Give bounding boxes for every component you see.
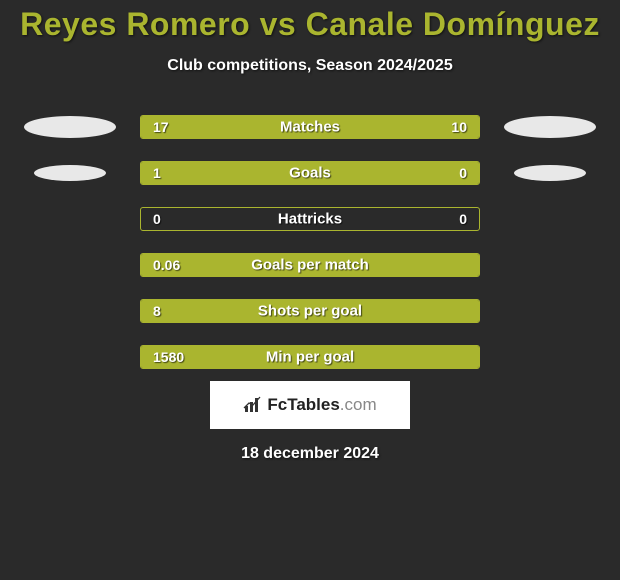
stat-row: 0 0 Hattricks <box>0 207 620 231</box>
stat-value-left: 0.06 <box>153 257 180 273</box>
stat-rows: 1710Matches10Goals00Hattricks0.06Goals p… <box>0 115 620 369</box>
player-avatar-right <box>480 161 620 185</box>
player-avatar-right <box>480 253 620 277</box>
subtitle: Club competitions, Season 2024/2025 <box>0 57 620 75</box>
stat-bar: 17 10 Matches <box>140 115 480 139</box>
comparison-card: Reyes Romero vs Canale Domínguez Club co… <box>0 0 620 580</box>
stat-value-left: 17 <box>153 119 169 135</box>
player-avatar-left <box>0 253 140 277</box>
page-title: Reyes Romero vs Canale Domínguez <box>0 0 620 43</box>
player-avatar-left <box>0 207 140 231</box>
player-avatar-left <box>0 299 140 323</box>
player-avatar-right <box>480 115 620 139</box>
badge-suffix: .com <box>340 395 377 414</box>
stat-bar: 8 Shots per goal <box>140 299 480 323</box>
stat-row: 0.06 Goals per match <box>0 253 620 277</box>
stat-bar: 1 0 Goals <box>140 161 480 185</box>
stat-value-left: 1 <box>153 165 161 181</box>
stat-value-left: 0 <box>153 211 161 227</box>
stat-value-right: 0 <box>459 211 467 227</box>
stat-label: Matches <box>280 119 340 136</box>
stat-value-right: 10 <box>451 119 467 135</box>
stat-label: Goals <box>289 165 331 182</box>
date-text: 18 december 2024 <box>0 445 620 463</box>
chart-icon <box>243 396 263 414</box>
player-avatar-right <box>480 207 620 231</box>
stat-label: Goals per match <box>251 257 369 274</box>
stat-row: 17 10 Matches <box>0 115 620 139</box>
fctables-badge[interactable]: FcTables.com <box>210 381 410 429</box>
player-avatar-left <box>0 345 140 369</box>
player-avatar-right <box>480 299 620 323</box>
stat-value-left: 1580 <box>153 349 184 365</box>
stat-bar: 0 0 Hattricks <box>140 207 480 231</box>
player-avatar-left <box>0 115 140 139</box>
stat-value-right: 0 <box>459 165 467 181</box>
stat-label: Min per goal <box>266 349 354 366</box>
stat-bar: 1580 Min per goal <box>140 345 480 369</box>
badge-name: FcTables <box>267 395 339 414</box>
stat-row: 1580 Min per goal <box>0 345 620 369</box>
stat-value-left: 8 <box>153 303 161 319</box>
stat-row: 8 Shots per goal <box>0 299 620 323</box>
stat-label: Shots per goal <box>258 303 362 320</box>
badge-text: FcTables.com <box>267 395 376 415</box>
player-avatar-left <box>0 161 140 185</box>
stat-row: 1 0 Goals <box>0 161 620 185</box>
stat-label: Hattricks <box>278 211 342 228</box>
stat-bar: 0.06 Goals per match <box>140 253 480 277</box>
player-avatar-right <box>480 345 620 369</box>
